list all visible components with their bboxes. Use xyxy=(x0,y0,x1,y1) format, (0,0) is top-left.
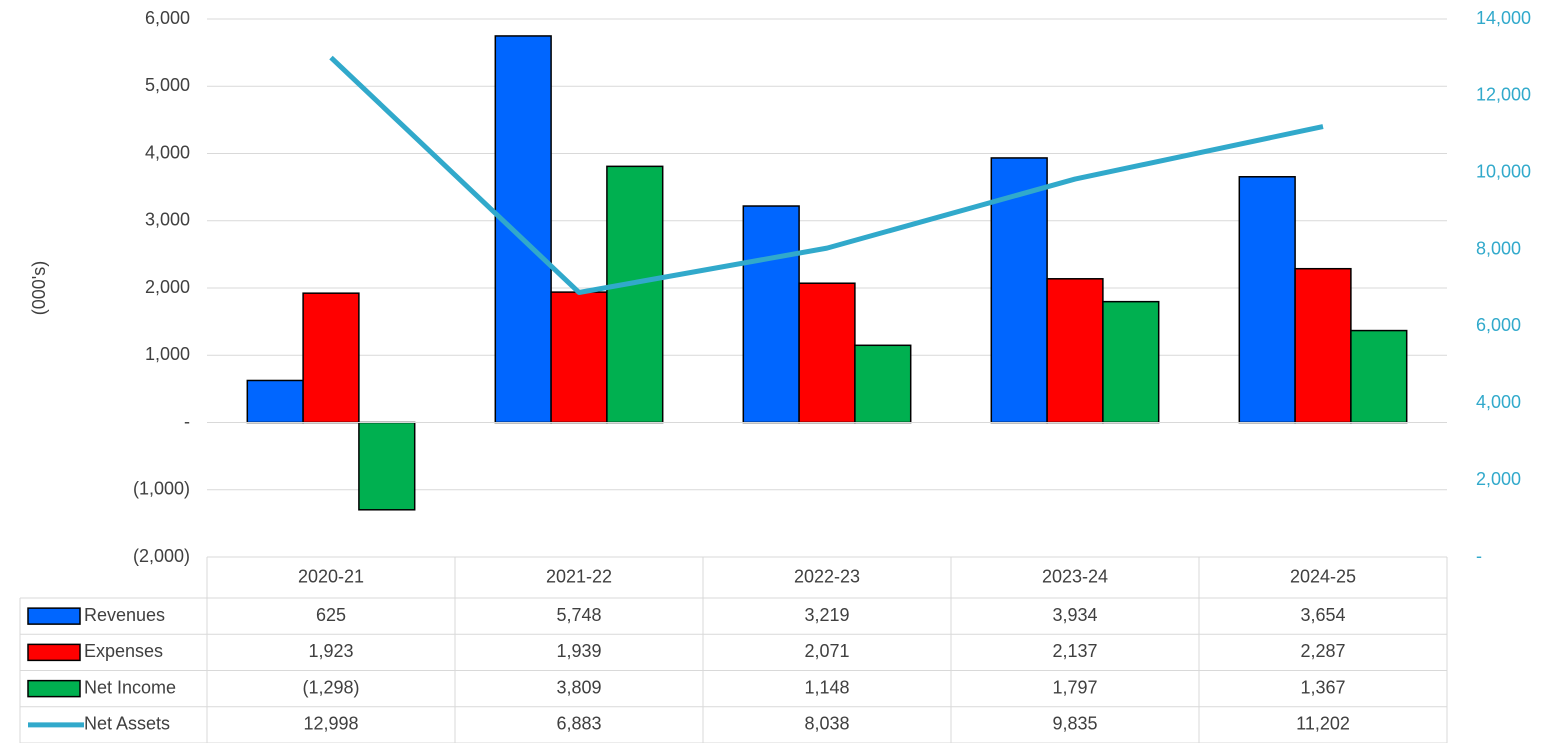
x-tick-label: 2021-22 xyxy=(546,566,612,586)
y-axis-label: (000's) xyxy=(29,261,49,315)
legend-key xyxy=(27,679,81,698)
legend-label: Net Income xyxy=(84,677,176,697)
table-cell: 2,071 xyxy=(804,641,849,661)
bar xyxy=(742,205,800,424)
y2-tick-label: 14,000 xyxy=(1476,8,1531,28)
bar xyxy=(854,344,912,424)
y2-tick-label: 10,000 xyxy=(1476,161,1531,181)
bar xyxy=(302,292,360,424)
legend-label: Revenues xyxy=(84,605,165,625)
x-tick-label: 2024-25 xyxy=(1290,566,1356,586)
y-tick-label: 5,000 xyxy=(145,75,190,95)
table-cell: 9,835 xyxy=(1052,714,1097,734)
x-tick-label: 2022-23 xyxy=(794,566,860,586)
y2-tick-label: 2,000 xyxy=(1476,469,1521,489)
table-cell: (1,298) xyxy=(302,677,359,697)
y-tick-label: 1,000 xyxy=(145,344,190,364)
legend-label: Expenses xyxy=(84,641,163,661)
table-cell: 3,219 xyxy=(804,605,849,625)
y-tick-label: 4,000 xyxy=(145,142,190,162)
legend-label: Net Assets xyxy=(84,714,170,734)
bar xyxy=(1238,176,1296,424)
table-cell: 1,148 xyxy=(804,677,849,697)
legend-key xyxy=(27,607,81,625)
table-cell: 2,137 xyxy=(1052,641,1097,661)
table-cell: 1,923 xyxy=(308,641,353,661)
table-cell: 1,367 xyxy=(1300,677,1345,697)
y-tick-label: 6,000 xyxy=(145,8,190,28)
y2-tick-label: 8,000 xyxy=(1476,238,1521,258)
table-cell: 11,202 xyxy=(1296,714,1350,734)
table-cell: 5,748 xyxy=(556,605,601,625)
table-cell: 3,934 xyxy=(1052,605,1097,625)
legend-key xyxy=(27,643,81,662)
bar xyxy=(358,421,416,511)
table-cell: 6,883 xyxy=(556,714,601,734)
bar xyxy=(1294,267,1352,424)
y2-tick-label: 12,000 xyxy=(1476,85,1531,105)
table-cell: 625 xyxy=(316,605,346,625)
y-tick-label: - xyxy=(184,411,190,431)
table-cell: 12,998 xyxy=(303,714,358,734)
x-tick-label: 2023-24 xyxy=(1042,566,1108,586)
bar xyxy=(1046,278,1104,424)
bar xyxy=(606,165,664,424)
y-tick-label: 3,000 xyxy=(145,210,190,230)
y-tick-label: (2,000) xyxy=(133,546,190,566)
table-cell: 3,654 xyxy=(1300,605,1345,625)
y-tick-label: (1,000) xyxy=(133,479,190,499)
table-cell: 1,939 xyxy=(556,641,601,661)
y-tick-label: 2,000 xyxy=(145,277,190,297)
bar xyxy=(1102,300,1160,424)
bar xyxy=(1350,329,1408,424)
bar xyxy=(246,379,304,424)
y2-tick-label: - xyxy=(1476,546,1482,566)
line xyxy=(329,55,1324,295)
bar xyxy=(494,35,552,424)
y2-tick-label: 4,000 xyxy=(1476,392,1521,412)
table-cell: 3,809 xyxy=(556,677,601,697)
y2-tick-label: 6,000 xyxy=(1476,315,1521,335)
table-cell: 1,797 xyxy=(1052,677,1097,697)
x-tick-label: 2020-21 xyxy=(298,566,364,586)
bar xyxy=(798,282,856,424)
table-cell: 8,038 xyxy=(804,714,849,734)
table-cell: 2,287 xyxy=(1300,641,1345,661)
bar xyxy=(550,291,608,424)
